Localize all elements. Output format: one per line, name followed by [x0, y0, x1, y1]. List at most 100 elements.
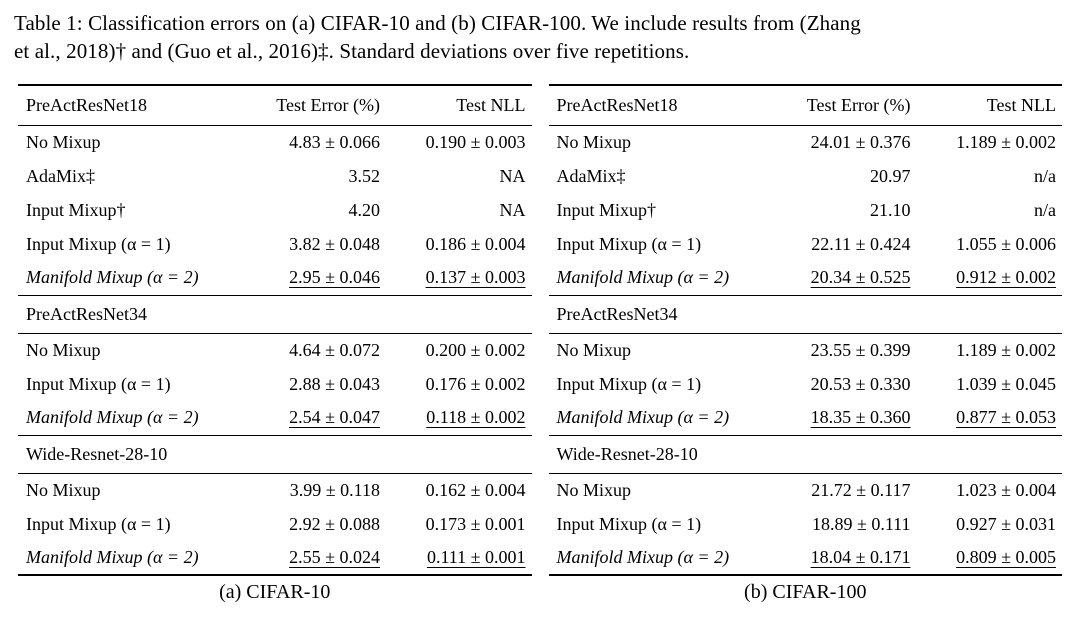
table-row: No Mixup 23.55 ± 0.399 1.189 ± 0.002	[549, 333, 1063, 367]
test-error-cell: 2.92 ± 0.088	[289, 513, 380, 534]
method-cell: No Mixup	[26, 131, 101, 152]
test-error-cell: 22.11 ± 0.424	[811, 233, 911, 254]
subcaption-a: (a) CIFAR-10	[219, 581, 331, 603]
test-nll-cell: n/a	[1034, 165, 1056, 186]
method-cell: AdaMix‡	[556, 165, 626, 186]
table-row: No Mixup 4.64 ± 0.072 0.200 ± 0.002	[18, 333, 532, 367]
test-nll-cell: 0.111 ± 0.001	[380, 541, 532, 575]
test-nll-cell: 0.173 ± 0.001	[425, 513, 526, 534]
underlined-value: 0.137 ± 0.003	[425, 267, 526, 288]
test-nll-header: Test NLL	[380, 85, 532, 126]
test-error-cell: 20.97	[870, 165, 911, 186]
table-row: Input Mixup (α = 1) 20.53 ± 0.330 1.039 …	[549, 367, 1063, 401]
table-row: Manifold Mixup (α = 2) 18.35 ± 0.360 0.8…	[549, 401, 1063, 435]
test-error-cell: 18.89 ± 0.111	[811, 513, 911, 534]
test-error-cell: 21.72 ± 0.117	[811, 479, 911, 500]
method-cell: Manifold Mixup (α = 2)	[556, 267, 730, 288]
subcaption-b: (b) CIFAR-100	[744, 581, 867, 603]
method-cell: Input Mixup (α = 1)	[556, 233, 702, 254]
test-error-header: Test Error (%)	[258, 85, 380, 126]
underlined-value: 0.809 ± 0.005	[956, 547, 1056, 567]
test-nll-cell: 1.189 ± 0.002	[956, 339, 1056, 360]
method-cell: AdaMix‡	[26, 165, 95, 186]
method-cell: Input Mixup (α = 1)	[556, 513, 702, 534]
table-caption: Table 1: Classification errors on (a) CI…	[0, 0, 1080, 65]
results-table-cifar100: PreActResNet18 Test Error (%) Test NLL N…	[548, 84, 1063, 576]
table-row: Manifold Mixup (α = 2) 2.95 ± 0.046 0.13…	[18, 261, 532, 295]
method-cell: Manifold Mixup (α = 2)	[26, 407, 199, 428]
method-cell: No Mixup	[26, 479, 101, 500]
table-row: AdaMix‡ 20.97 n/a	[549, 159, 1063, 193]
underlined-value: 0.877 ± 0.053	[956, 407, 1056, 428]
table-row: No Mixup 21.72 ± 0.117 1.023 ± 0.004	[549, 473, 1063, 507]
method-cell: No Mixup	[26, 339, 101, 360]
underlined-value: 0.118 ± 0.002	[426, 407, 526, 428]
method-cell: Manifold Mixup (α = 2)	[26, 267, 199, 288]
test-nll-cell: 1.055 ± 0.006	[956, 233, 1056, 254]
test-nll-cell: 0.118 ± 0.002	[380, 401, 532, 435]
underlined-value: 0.912 ± 0.002	[956, 267, 1056, 288]
method-cell: Input Mixup (α = 1)	[26, 373, 171, 394]
table-row: Manifold Mixup (α = 2) 18.04 ± 0.171 0.8…	[549, 541, 1063, 575]
method-cell: No Mixup	[556, 131, 632, 152]
test-error-cell: 21.10	[870, 199, 911, 220]
table-row: Manifold Mixup (α = 2) 20.34 ± 0.525 0.9…	[549, 261, 1063, 295]
section-header-row: Wide-Resnet-28-10	[548, 434, 1062, 474]
underlined-value: 0.111 ± 0.001	[426, 547, 526, 567]
table-row: Input Mixup† 4.20 NA	[18, 193, 532, 227]
test-error-cell: 4.64 ± 0.072	[289, 339, 380, 360]
test-error-cell: 4.83 ± 0.066	[289, 131, 380, 152]
table-row: Input Mixup (α = 1) 18.89 ± 0.111 0.927 …	[549, 507, 1063, 541]
method-cell: Input Mixup (α = 1)	[26, 233, 171, 254]
column-header-row: PreActResNet18 Test Error (%) Test NLL	[18, 85, 532, 126]
table-row: Input Mixup (α = 1) 22.11 ± 0.424 1.055 …	[549, 227, 1063, 261]
method-cell: Input Mixup (α = 1)	[26, 513, 171, 534]
test-nll-cell: 0.927 ± 0.031	[956, 513, 1056, 534]
underlined-value: 2.55 ± 0.024	[289, 547, 380, 567]
test-nll-cell: 0.186 ± 0.004	[425, 233, 526, 254]
table-row: Manifold Mixup (α = 2) 2.55 ± 0.024 0.11…	[18, 541, 532, 575]
table-figure: PreActResNet18 Test Error (%) Test NLL N…	[0, 84, 1080, 604]
section-header-cell: PreActResNet34	[548, 294, 1062, 334]
method-cell: Manifold Mixup (α = 2)	[26, 547, 199, 567]
underlined-value: 2.54 ± 0.047	[289, 407, 380, 428]
table-row: Input Mixup (α = 1) 2.88 ± 0.043 0.176 ±…	[18, 367, 532, 401]
section-header-row: PreActResNet34	[548, 294, 1062, 334]
test-error-cell: 2.55 ± 0.024	[258, 541, 380, 575]
caption-line-1: Table 1: Classification errors on (a) CI…	[14, 11, 861, 35]
test-nll-cell: 0.809 ± 0.005	[911, 541, 1063, 575]
test-nll-cell: 1.023 ± 0.004	[956, 479, 1056, 500]
test-error-cell: 4.20	[348, 199, 381, 220]
test-error-cell: 2.95 ± 0.046	[258, 261, 380, 295]
test-nll-cell: 1.039 ± 0.045	[956, 373, 1056, 394]
test-error-cell: 2.88 ± 0.043	[289, 373, 380, 394]
underlined-value: 20.34 ± 0.525	[810, 267, 911, 288]
test-error-cell: 23.55 ± 0.399	[810, 339, 911, 360]
table-row: No Mixup 3.99 ± 0.118 0.162 ± 0.004	[18, 473, 532, 507]
test-error-cell: 18.04 ± 0.171	[789, 541, 911, 575]
test-error-cell: 24.01 ± 0.376	[810, 131, 911, 152]
arch-header: PreActResNet18	[18, 85, 258, 126]
test-nll-header: Test NLL	[910, 85, 1062, 126]
section-header-cell: Wide-Resnet-28-10	[18, 434, 532, 474]
table-row: Manifold Mixup (α = 2) 2.54 ± 0.047 0.11…	[18, 401, 532, 435]
test-nll-cell: NA	[499, 199, 526, 220]
method-cell: Input Mixup†	[26, 199, 126, 220]
test-nll-cell: 0.162 ± 0.004	[425, 479, 526, 500]
method-cell: No Mixup	[556, 339, 632, 360]
method-cell: Manifold Mixup (α = 2)	[556, 407, 730, 428]
test-error-cell: 3.99 ± 0.118	[289, 479, 380, 500]
test-error-cell: 3.52	[348, 165, 381, 186]
test-error-cell: 20.53 ± 0.330	[810, 373, 911, 394]
method-cell: Manifold Mixup (α = 2)	[556, 547, 730, 567]
results-table-cifar10: PreActResNet18 Test Error (%) Test NLL N…	[18, 84, 532, 576]
test-nll-cell: 1.189 ± 0.002	[956, 131, 1056, 152]
test-nll-cell: 0.137 ± 0.003	[380, 261, 532, 295]
table-row: Input Mixup (α = 1) 3.82 ± 0.048 0.186 ±…	[18, 227, 532, 261]
method-cell: Input Mixup (α = 1)	[556, 373, 702, 394]
table-row: Input Mixup (α = 1) 2.92 ± 0.088 0.173 ±…	[18, 507, 532, 541]
table-row: Input Mixup† 21.10 n/a	[549, 193, 1063, 227]
caption-line-2: et al., 2018)† and (Guo et al., 2016)‡. …	[14, 39, 690, 63]
test-nll-cell: 0.200 ± 0.002	[425, 339, 526, 360]
arch-header: PreActResNet18	[548, 85, 789, 126]
